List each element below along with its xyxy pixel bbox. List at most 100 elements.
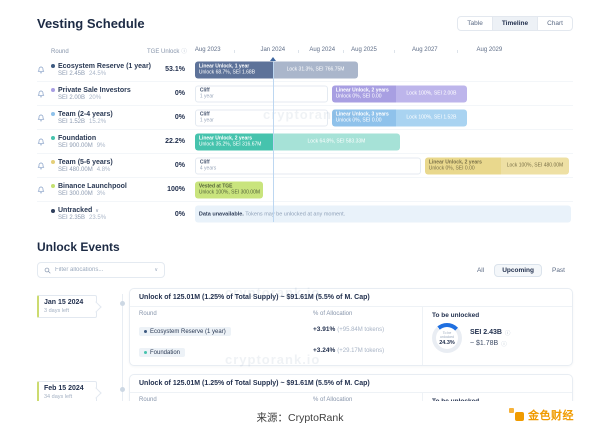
round-amount: SEI 300.00M — [58, 190, 93, 197]
vesting-bar[interactable]: Linear Unlock, 2 years Unlock 35.2%, SEI … — [194, 133, 401, 150]
cliff-box[interactable]: Cliff 1 year — [194, 109, 328, 126]
round-name: Team (5-6 years) — [58, 158, 113, 166]
column-header-allocation: % of Allocation — [313, 311, 353, 317]
bell-icon — [37, 114, 45, 121]
event-timeline-dot — [120, 387, 125, 392]
bar-label-line2: Unlock 35.2%, SEI 316.67M — [198, 141, 262, 148]
bell-button[interactable] — [37, 162, 51, 170]
to-be-unlocked-label: To be unlocked — [432, 312, 480, 319]
bell-button[interactable] — [37, 66, 51, 74]
tick-label: Aug 2027 — [411, 47, 438, 53]
round-name-line: Ecosystem Reserve (1 year) — [51, 63, 151, 70]
allocation-round-cell: Ecosystem Reserve (1 year) — [139, 320, 313, 338]
event-date: Jan 15 2024 — [44, 299, 84, 306]
tab-table[interactable]: Table — [467, 20, 483, 27]
page-header: Vesting Schedule Table Timeline Chart — [37, 16, 573, 31]
cliff-box[interactable]: Cliff 4 years — [194, 157, 421, 174]
round-cell: Team (5-6 years) SEI 480.00M 4.8% — [51, 159, 147, 173]
chevron-down-icon[interactable]: ∨ — [95, 207, 99, 214]
filter-allocations-input[interactable] — [55, 267, 151, 273]
vesting-bar[interactable]: Linear Unlock, 2 years Unlock 0%, SEI 0.0… — [424, 157, 570, 174]
schedule-row: Untracked ∨ SEI 2.35B 23.5% 0% Data unavailab… — [37, 202, 573, 226]
schedule-rows: Ecosystem Reserve (1 year) SEI 2.45B 24.5%… — [37, 57, 573, 226]
filter-allocations-box[interactable]: ∨ — [37, 262, 165, 278]
round-sub-line: SEI 900.00M 9% — [51, 143, 147, 149]
bell-button[interactable] — [37, 138, 51, 146]
row-timeline: Vested at TGE Unlock 100%, SEI 300.00M — [193, 178, 573, 201]
bell-button[interactable] — [37, 186, 51, 194]
info-icon[interactable]: ⓘ — [504, 330, 511, 337]
tick-label: Aug 2025 — [351, 47, 377, 53]
round-dot — [51, 160, 55, 164]
bar-lock-label: Lock 100%, SEI 2.00B — [406, 90, 457, 97]
events-filter-row: ∨ All Upcoming Past — [37, 262, 573, 278]
tab-chart[interactable]: Chart — [537, 17, 572, 30]
round-share: 9% — [96, 142, 106, 149]
vesting-bar[interactable]: Vested at TGE Unlock 100%, SEI 300.00M — [194, 181, 264, 198]
round-share: 23.5% — [89, 215, 107, 221]
mid-tick — [394, 50, 396, 53]
info-icon[interactable]: ⓘ — [181, 49, 187, 55]
tab-timeline[interactable]: Timeline — [491, 17, 538, 30]
event-date-tag: Jan 15 2024 3 days left — [37, 295, 107, 318]
round-amount: SEI 900.00M — [58, 142, 93, 149]
round-cell: Foundation SEI 900.00M 9% — [51, 135, 147, 149]
round-dot — [51, 184, 55, 188]
allocation-name: Foundation — [150, 349, 181, 356]
jinse-logo: 金色财经 — [509, 407, 574, 423]
vesting-bar[interactable]: Linear Unlock, 1 year Unlock 68.7%, SEI 1… — [194, 61, 359, 78]
donut-chart: To be unlocked 24.3% — [432, 323, 462, 353]
bar-label-line2: Unlock 0%, SEI 0.00 — [335, 93, 382, 100]
round-share: 4.8% — [96, 166, 111, 173]
to-be-unlocked-values: SEI 2.43B ⓘ ~ $1.78B ⓘ — [470, 329, 510, 348]
bell-icon — [37, 186, 45, 193]
bar-segment: Data unavailable. Tokens may be unlocked… — [194, 205, 572, 223]
round-dot — [51, 64, 55, 68]
filter-tab-past[interactable]: Past — [551, 266, 565, 274]
round-cell: Team (2-4 years) SEI 1.52B 15.2% — [51, 111, 147, 125]
event-item: Jan 15 2024 3 days left Unlock of 125.01M … — [37, 288, 573, 366]
mid-tick — [343, 50, 345, 53]
vesting-bar[interactable]: Data unavailable. Tokens may be unlocked… — [194, 205, 572, 223]
cliff-box[interactable]: Cliff 1 year — [194, 85, 328, 102]
schedule-row: Binance Launchpool SEI 300.00M 3% 100% Veste… — [37, 178, 573, 202]
bell-button[interactable] — [37, 90, 51, 98]
vesting-bar[interactable]: Linear Unlock, 2 years Unlock 0%, SEI 0.0… — [331, 85, 467, 102]
allocation-chip[interactable]: Ecosystem Reserve (1 year) — [139, 327, 231, 336]
bell-icon — [37, 90, 45, 97]
bell-icon — [37, 162, 45, 169]
bar-label-line1: Linear Unlock, 2 years — [198, 135, 252, 141]
round-share: 20% — [89, 94, 102, 101]
timeline-ticks: Aug 2023 Jan 2024 Aug 2024 Aug 2025 Aug 2027… — [193, 43, 573, 55]
sei-amount: SEI 2.43B ⓘ — [470, 329, 511, 337]
round-amount: SEI 2.45B — [58, 70, 86, 77]
round-sub-line: SEI 2.00B 20% — [51, 95, 147, 101]
filter-tab-all[interactable]: All — [476, 266, 485, 274]
bell-button[interactable] — [37, 114, 51, 122]
round-amount: SEI 2.00B — [58, 94, 86, 101]
tick-label: Aug 2023 — [194, 47, 221, 53]
mid-tick — [297, 50, 299, 53]
donut-center: To be unlocked 24.3% — [436, 327, 458, 349]
jinse-logo-text: 金色财经 — [528, 410, 574, 422]
filter-tab-upcoming[interactable]: Upcoming — [494, 263, 542, 277]
column-header-round: Round — [139, 397, 157, 403]
event-date-tag-box: Jan 15 2024 3 days left — [37, 295, 97, 318]
schedule-row: Team (5-6 years) SEI 480.00M 4.8% 0% Cliff 4 … — [37, 154, 573, 178]
tge-value: 0% — [174, 210, 185, 218]
allocation-chip[interactable]: Foundation — [139, 348, 186, 357]
schedule-column-headers: Round TGE Unlock ⓘ Aug 2023 Jan 2024 Aug 20… — [37, 43, 573, 55]
bar-lock-label: Lock 31.3%, SEI 766.75M — [286, 66, 345, 73]
schedule-row: Foundation SEI 900.00M 9% 22.2% Linear Unloc… — [37, 130, 573, 154]
view-tabs: Table Timeline Chart — [457, 16, 573, 31]
chevron-down-icon[interactable]: ∨ — [154, 267, 158, 273]
round-name-line: Foundation — [51, 135, 147, 142]
vesting-bar[interactable]: Linear Unlock, 3 years Unlock 0%, SEI 0.0… — [331, 109, 467, 126]
event-date: Feb 15 2024 — [44, 385, 84, 392]
bar-segment: Linear Unlock, 1 year Unlock 68.7%, SEI 1… — [194, 61, 273, 78]
bar-label-line1: Cliff — [199, 87, 210, 93]
round-share: 3% — [96, 190, 106, 197]
info-icon[interactable]: ⓘ — [501, 341, 507, 348]
bar-segment: Linear Unlock, 2 years Unlock 0%, SEI 0.0… — [331, 85, 397, 102]
row-timeline: Cliff 1 year Linear Unlock, 3 years Unlock … — [193, 106, 573, 129]
